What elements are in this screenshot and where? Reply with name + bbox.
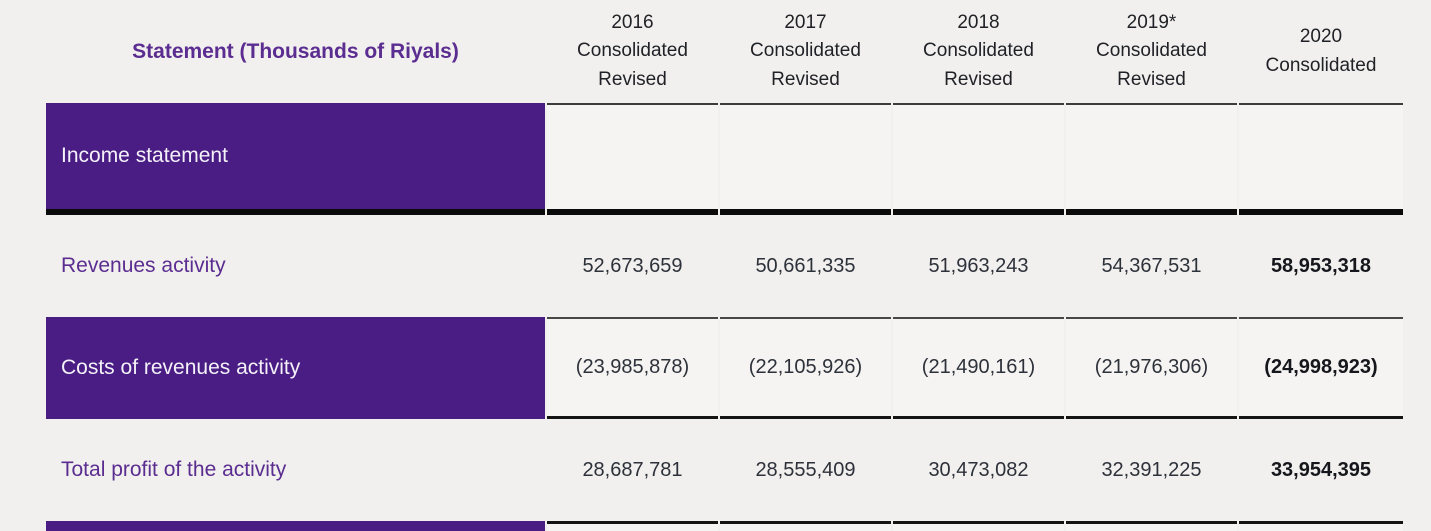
row-label	[46, 521, 545, 531]
cell-2016: (23,985,878)	[547, 317, 718, 419]
cell-2017: 50,661,335	[755, 254, 856, 277]
cell-2017: 28,555,409	[755, 458, 856, 481]
statement-column-header: Statement (Thousands of Riyals)	[132, 39, 459, 63]
row-total-profit: Total profit of the activity 28,687,781 …	[46, 419, 1431, 521]
row-revenues-activity: Revenues activity 52,673,659 50,661,335 …	[46, 215, 1431, 317]
cell	[720, 521, 891, 531]
row-partial-bottom	[46, 521, 1431, 531]
cell-2018: (21,490,161)	[893, 317, 1064, 419]
cell-2020: 33,954,395	[1270, 458, 1372, 481]
cell	[893, 103, 1064, 215]
cell	[1066, 103, 1237, 215]
cell-2019: (21,976,306)	[1066, 317, 1237, 419]
col-header-2016: 2016 Consolidated Revised	[577, 11, 688, 90]
cell	[720, 103, 891, 215]
section-label: Income statement	[46, 103, 545, 215]
cell	[893, 521, 1064, 531]
cell-2019: 54,367,531	[1101, 254, 1202, 277]
cell	[547, 521, 718, 531]
cell-2017: (22,105,926)	[720, 317, 891, 419]
table-header-row: Statement (Thousands of Riyals) 2016 Con…	[46, 0, 1431, 103]
cell	[1066, 521, 1237, 531]
cell	[1239, 103, 1403, 215]
cell-2018: 51,963,243	[928, 254, 1029, 277]
row-income-statement: Income statement	[46, 103, 1431, 215]
col-header-2018: 2018 Consolidated Revised	[923, 11, 1034, 90]
col-header-2019: 2019* Consolidated Revised	[1096, 11, 1207, 90]
row-label: Revenues activity	[61, 254, 226, 277]
cell-2016: 28,687,781	[582, 458, 683, 481]
cell-2020: (24,998,923)	[1239, 317, 1403, 419]
row-label: Costs of revenues activity	[46, 317, 545, 419]
cell-2018: 30,473,082	[928, 458, 1029, 481]
col-header-2020: 2020 Consolidated	[1265, 26, 1377, 76]
cell-2020: 58,953,318	[1270, 254, 1372, 277]
cell-2019: 32,391,225	[1101, 458, 1202, 481]
row-costs-of-revenues: Costs of revenues activity (23,985,878) …	[46, 317, 1431, 419]
cell-2016: 52,673,659	[582, 254, 683, 277]
col-header-2017: 2017 Consolidated Revised	[750, 11, 861, 90]
cell	[1239, 521, 1403, 531]
row-label: Total profit of the activity	[61, 458, 287, 481]
cell	[547, 103, 718, 215]
